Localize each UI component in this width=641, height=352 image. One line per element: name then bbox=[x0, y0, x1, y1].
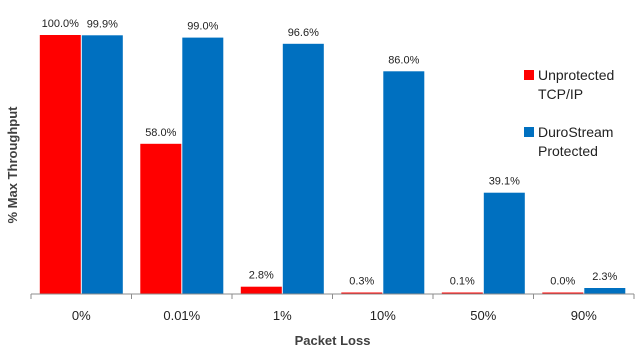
bars-layer bbox=[39, 35, 626, 295]
y-axis-title: % Max Throughput bbox=[5, 106, 20, 224]
legend-label-durostream-line2: Protected bbox=[538, 143, 598, 159]
x-tick-label-1: 0.01% bbox=[163, 308, 200, 323]
x-tick-label-3: 10% bbox=[370, 308, 396, 323]
value-label-durostream-3: 86.0% bbox=[388, 54, 419, 66]
legend-swatch-durostream bbox=[524, 127, 534, 137]
legend: Unprotected TCP/IP DuroStream Protected bbox=[524, 67, 614, 159]
bar-unprotected-2 bbox=[240, 286, 282, 294]
bar-unprotected-3 bbox=[341, 292, 383, 294]
bar-durostream-2 bbox=[282, 43, 324, 294]
value-label-durostream-0: 99.9% bbox=[87, 18, 118, 30]
bar-unprotected-1 bbox=[140, 143, 182, 294]
value-label-durostream-2: 96.6% bbox=[288, 27, 319, 39]
bar-durostream-0 bbox=[81, 35, 123, 295]
value-label-unprotected-5: 0.0% bbox=[550, 276, 575, 288]
value-label-durostream-4: 39.1% bbox=[489, 176, 520, 188]
value-label-unprotected-4: 0.1% bbox=[450, 276, 475, 288]
bar-unprotected-0 bbox=[39, 35, 81, 294]
value-labels-layer: 100.0% 99.9% 58.0% 99.0% 2.8% 96.6% 0.3% 86.0% 0… bbox=[42, 18, 618, 288]
bar-unprotected-5 bbox=[542, 292, 584, 294]
value-label-unprotected-1: 58.0% bbox=[145, 127, 176, 139]
value-label-durostream-1: 99.0% bbox=[187, 21, 218, 33]
value-label-unprotected-2: 2.8% bbox=[249, 270, 274, 282]
x-tick-label-2: 1% bbox=[273, 308, 292, 323]
legend-swatch-unprotected bbox=[524, 70, 534, 80]
bar-unprotected-4 bbox=[441, 292, 483, 294]
legend-label-durostream-line1: DuroStream bbox=[538, 124, 613, 140]
legend-label-unprotected-line1: Unprotected bbox=[538, 67, 614, 83]
bar-durostream-1 bbox=[182, 37, 224, 294]
bar-durostream-5 bbox=[584, 288, 626, 294]
x-tick-label-5: 90% bbox=[571, 308, 597, 323]
value-label-unprotected-0: 100.0% bbox=[42, 18, 80, 30]
legend-label-unprotected-line2: TCP/IP bbox=[538, 86, 583, 102]
value-label-durostream-5: 2.3% bbox=[592, 271, 617, 283]
bar-durostream-3 bbox=[383, 71, 425, 294]
x-tick-label-0: 0% bbox=[72, 308, 91, 323]
value-label-unprotected-3: 0.3% bbox=[349, 276, 374, 288]
x-tick-labels-layer: 0% 0.01% 1% 10% 50% 90% bbox=[72, 308, 597, 323]
x-ticks-layer bbox=[30, 294, 635, 299]
x-tick-label-4: 50% bbox=[470, 308, 496, 323]
bar-durostream-4 bbox=[483, 192, 525, 294]
x-axis-title: Packet Loss bbox=[295, 333, 371, 348]
